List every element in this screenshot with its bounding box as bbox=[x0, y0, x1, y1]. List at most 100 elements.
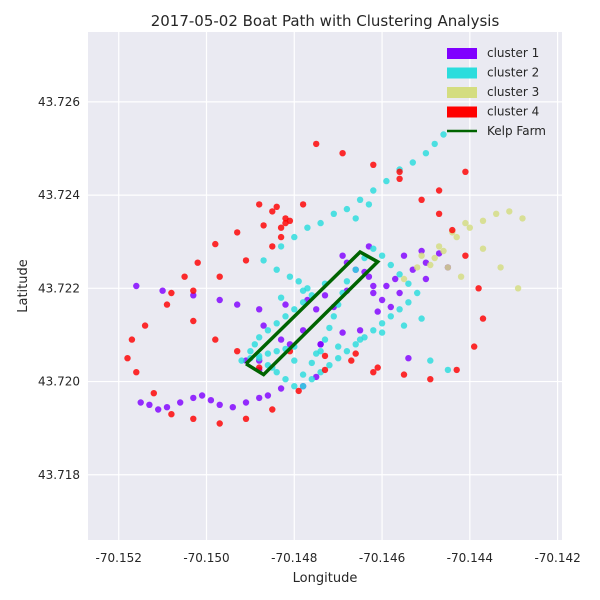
point-cluster-2 bbox=[378, 320, 386, 327]
point-cluster-2 bbox=[313, 350, 320, 357]
point-cluster-3 bbox=[435, 243, 443, 250]
point-cluster-1 bbox=[321, 292, 329, 299]
point-cluster-1 bbox=[198, 392, 206, 399]
point-cluster-2 bbox=[291, 233, 298, 241]
point-cluster-2 bbox=[405, 280, 412, 287]
point-cluster-2 bbox=[277, 294, 285, 301]
point-cluster-4 bbox=[256, 201, 263, 208]
point-cluster-3 bbox=[440, 247, 447, 255]
point-cluster-1 bbox=[365, 273, 373, 280]
point-cluster-3 bbox=[418, 252, 425, 259]
point-cluster-2 bbox=[356, 336, 364, 343]
point-cluster-4 bbox=[133, 369, 140, 376]
point-cluster-1 bbox=[383, 282, 390, 290]
point-cluster-1 bbox=[356, 327, 364, 334]
point-cluster-4 bbox=[163, 301, 171, 308]
legend-swatch bbox=[447, 67, 477, 79]
point-cluster-4 bbox=[339, 150, 346, 157]
point-cluster-2 bbox=[343, 205, 351, 213]
x-tick-label: -70.148 bbox=[271, 551, 317, 565]
point-cluster-2 bbox=[400, 322, 408, 329]
y-tick-label: 43.724 bbox=[38, 188, 80, 202]
x-tick-labels: -70.152 -70.150 -70.148 -70.146 -70.144 -70.1… bbox=[96, 551, 581, 565]
point-cluster-4 bbox=[453, 366, 460, 374]
point-cluster-3 bbox=[497, 264, 504, 271]
x-tick-label: -70.142 bbox=[534, 551, 580, 565]
point-cluster-4 bbox=[242, 257, 250, 264]
point-cluster-4 bbox=[242, 415, 250, 422]
point-cluster-4 bbox=[168, 289, 175, 297]
point-cluster-2 bbox=[444, 366, 452, 374]
point-cluster-2 bbox=[427, 357, 434, 364]
point-cluster-4 bbox=[396, 175, 403, 182]
point-cluster-1 bbox=[190, 394, 197, 402]
point-cluster-4 bbox=[269, 208, 276, 215]
point-cluster-2 bbox=[260, 257, 267, 264]
point-cluster-1 bbox=[282, 301, 289, 308]
point-cluster-1 bbox=[216, 401, 223, 408]
point-cluster-2 bbox=[396, 271, 403, 278]
legend-label: cluster 2 bbox=[487, 66, 539, 80]
point-cluster-2 bbox=[282, 376, 289, 383]
point-cluster-2 bbox=[247, 348, 254, 355]
point-cluster-2 bbox=[308, 376, 315, 383]
y-tick-label: 43.720 bbox=[38, 375, 80, 389]
point-cluster-2 bbox=[326, 362, 333, 369]
point-cluster-1 bbox=[405, 355, 412, 362]
point-cluster-4 bbox=[418, 196, 425, 203]
point-cluster-2 bbox=[370, 245, 377, 252]
point-cluster-4 bbox=[141, 322, 149, 329]
point-cluster-2 bbox=[330, 313, 337, 320]
point-cluster-1 bbox=[422, 275, 430, 283]
point-cluster-2 bbox=[273, 369, 280, 376]
point-cluster-4 bbox=[435, 187, 443, 194]
point-cluster-2 bbox=[356, 196, 364, 203]
point-cluster-2 bbox=[405, 299, 412, 306]
point-cluster-4 bbox=[313, 140, 320, 148]
point-cluster-1 bbox=[207, 397, 215, 404]
point-cluster-1 bbox=[277, 385, 285, 392]
point-cluster-2 bbox=[352, 341, 359, 348]
point-cluster-4 bbox=[269, 406, 276, 413]
point-cluster-1 bbox=[264, 392, 272, 399]
point-cluster-2 bbox=[282, 313, 289, 320]
point-cluster-2 bbox=[418, 315, 425, 322]
point-cluster-1 bbox=[396, 289, 403, 297]
point-cluster-2 bbox=[414, 289, 421, 297]
point-cluster-1 bbox=[378, 296, 386, 304]
point-cluster-2 bbox=[277, 243, 285, 250]
point-cluster-1 bbox=[387, 303, 394, 311]
point-cluster-2 bbox=[422, 150, 430, 157]
point-cluster-4 bbox=[299, 201, 307, 208]
chart-title: 2017-05-02 Boat Path with Clustering Ana… bbox=[151, 12, 500, 30]
point-cluster-4 bbox=[216, 420, 223, 427]
point-cluster-2 bbox=[251, 341, 258, 348]
point-cluster-3 bbox=[514, 285, 522, 292]
point-cluster-1 bbox=[392, 275, 399, 283]
point-cluster-2 bbox=[343, 278, 351, 285]
point-cluster-4 bbox=[396, 168, 403, 175]
point-cluster-2 bbox=[396, 306, 403, 313]
point-cluster-2 bbox=[295, 278, 302, 285]
point-cluster-4 bbox=[212, 240, 219, 248]
legend-label: cluster 4 bbox=[487, 105, 539, 119]
point-cluster-4 bbox=[427, 376, 434, 383]
legend-swatch bbox=[447, 48, 477, 59]
point-cluster-3 bbox=[479, 245, 487, 252]
point-cluster-4 bbox=[150, 390, 157, 397]
kelp-farm-outline bbox=[244, 249, 381, 377]
point-cluster-3 bbox=[444, 264, 452, 271]
point-cluster-4 bbox=[462, 168, 469, 175]
point-cluster-4 bbox=[190, 415, 197, 422]
point-cluster-2 bbox=[291, 306, 298, 313]
point-cluster-2 bbox=[387, 313, 394, 320]
point-cluster-1 bbox=[163, 404, 171, 411]
point-cluster-4 bbox=[449, 226, 456, 234]
point-cluster-1 bbox=[229, 404, 236, 411]
point-cluster-4 bbox=[277, 224, 285, 231]
x-tick-label: -70.150 bbox=[183, 551, 229, 565]
point-cluster-4 bbox=[400, 371, 408, 378]
point-cluster-2 bbox=[286, 273, 294, 280]
point-cluster-1 bbox=[256, 306, 263, 313]
point-cluster-3 bbox=[427, 261, 434, 269]
